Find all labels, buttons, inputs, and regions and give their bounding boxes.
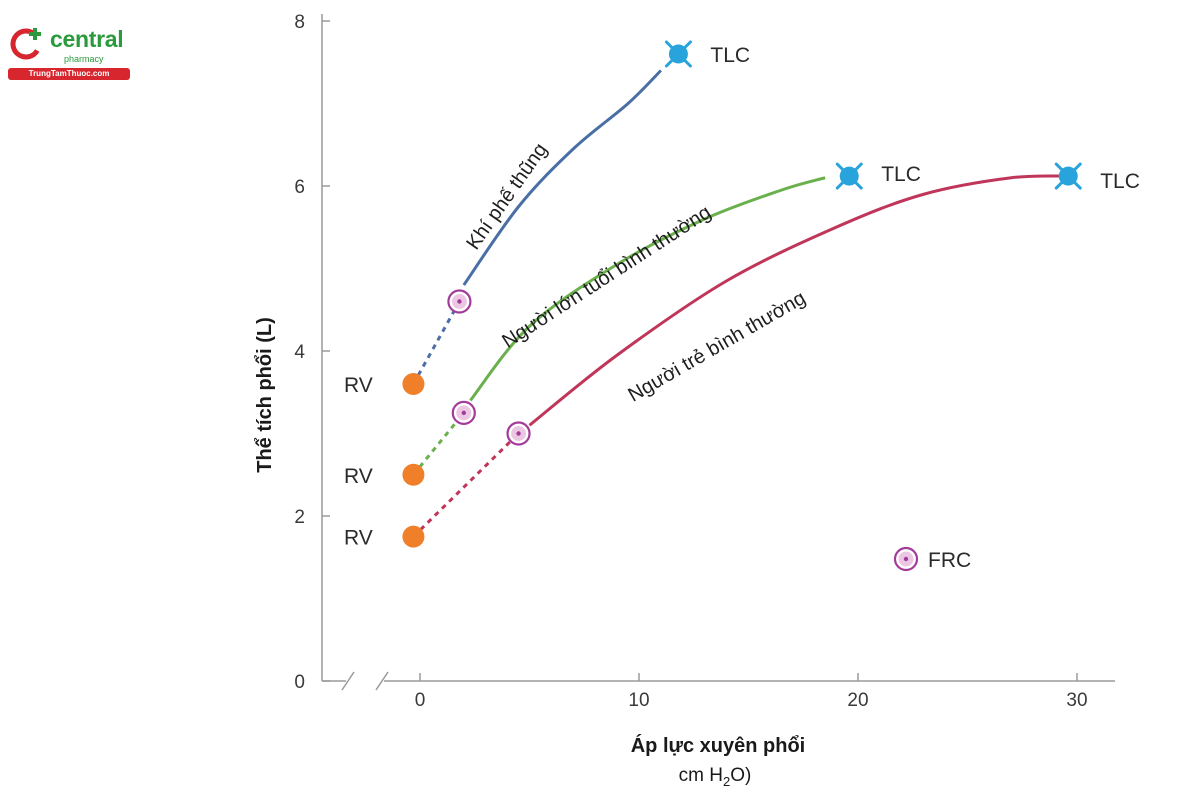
rv-point-nguoi-tre-binh-thuong xyxy=(402,525,425,548)
tlc-marker-spike xyxy=(682,58,692,68)
logo-sub-text: pharmacy xyxy=(64,54,104,64)
tlc-label: TLC xyxy=(710,44,750,67)
tlc-marker-body xyxy=(1058,166,1078,186)
y-tick-label: 2 xyxy=(294,507,305,528)
tlc-marker-spike xyxy=(835,162,845,172)
x-unit-after: O) xyxy=(730,765,751,786)
y-tick-label: 8 xyxy=(294,12,305,33)
frc-marker-dot xyxy=(457,299,462,304)
frc-legend: FRC xyxy=(893,546,971,572)
x-axis-title: Áp lực xuyên phổi xyxy=(631,734,806,757)
central-pharmacy-logo: central pharmacy TrungTamThuoc.com xyxy=(6,22,131,84)
frc-point-khi-phe-thung xyxy=(447,289,472,314)
curve-label-nguoi-tre-binh-thuong: Người trẻ bình thường xyxy=(625,287,810,406)
rv-point-nguoi-lon-tuoi-binh-thuong xyxy=(402,463,425,486)
logo-banner: TrungTamThuoc.com xyxy=(8,68,130,80)
series-nguoi-lon-tuoi-binh-thuong-dashed xyxy=(412,411,465,476)
chart-markers xyxy=(402,40,1082,548)
tlc-marker-body xyxy=(839,166,859,186)
chart-curves xyxy=(412,69,1069,538)
tlc-marker-body xyxy=(668,44,688,64)
tlc-point-nguoi-lon-tuoi-binh-thuong xyxy=(835,162,863,190)
tlc-marker-spike xyxy=(835,180,845,190)
curve-label-nguoi-lon-tuoi-binh-thuong: Người lớn tuổi bình thường xyxy=(498,201,715,352)
series-nguoi-lon-tuoi-binh-thuong-line xyxy=(469,176,826,402)
axis-break-mark-2 xyxy=(375,671,389,691)
rv-point-khi-phe-thung xyxy=(402,373,425,395)
series-khi-phe-thung-dashed xyxy=(412,300,461,385)
tlc-marker-spike xyxy=(1072,180,1082,190)
frc-marker-dot xyxy=(461,410,466,416)
frc-marker-dot xyxy=(903,556,909,562)
series-nguoi-tre-binh-thuong-dashed xyxy=(412,432,520,538)
x-tick-label: 10 xyxy=(628,690,649,711)
tlc-marker-spike xyxy=(1054,162,1064,172)
tlc-marker-spike xyxy=(682,40,692,50)
x-axis-unit: cm H2O) xyxy=(679,765,752,789)
logo-brand-text: central xyxy=(50,26,124,52)
axis-break-mark-1 xyxy=(341,671,355,691)
tlc-marker-spike xyxy=(664,58,674,68)
tlc-marker-spike xyxy=(1054,180,1064,190)
x-tick-label: 30 xyxy=(1066,690,1087,711)
frc-point-nguoi-tre-binh-thuong xyxy=(506,421,531,446)
y-tick-label: 4 xyxy=(294,342,305,363)
rv-label: RV xyxy=(344,465,373,488)
tlc-point-nguoi-tre-binh-thuong xyxy=(1054,162,1082,190)
series-nguoi-tre-binh-thuong-line xyxy=(528,174,1069,427)
x-tick-label: 0 xyxy=(415,690,426,711)
tlc-marker-spike xyxy=(853,180,863,190)
frc-point-nguoi-lon-tuoi-binh-thuong xyxy=(451,400,476,425)
series-khi-phe-thung-line xyxy=(462,69,662,286)
y-axis-title: Thể tích phổi (L) xyxy=(254,317,276,473)
x-tick-label: 20 xyxy=(847,690,868,711)
tlc-marker-spike xyxy=(664,40,674,50)
tlc-label: TLC xyxy=(881,163,921,186)
y-tick-label: 6 xyxy=(294,177,305,198)
x-unit-before: cm H xyxy=(679,765,723,786)
tlc-marker-spike xyxy=(853,162,863,172)
chart-axes xyxy=(321,14,1115,691)
tlc-marker-spike xyxy=(1072,162,1082,172)
pharmacy-logo-icon xyxy=(10,28,42,60)
tlc-label: TLC xyxy=(1100,170,1140,193)
curve-label-khi-phe-thung: Khí phế thũng xyxy=(462,139,551,254)
frc-legend-marker xyxy=(893,546,919,572)
tlc-point-khi-phe-thung xyxy=(664,40,692,68)
chart-ticks: 0 2 4 6 8 0 10 20 30 xyxy=(294,12,1087,711)
y-tick-label: 0 xyxy=(294,672,305,693)
rv-label: RV xyxy=(344,527,373,550)
x-unit-sub: 2 xyxy=(723,774,730,789)
frc-legend-label: FRC xyxy=(928,549,971,572)
frc-marker-dot xyxy=(516,431,521,436)
rv-label: RV xyxy=(344,374,373,397)
